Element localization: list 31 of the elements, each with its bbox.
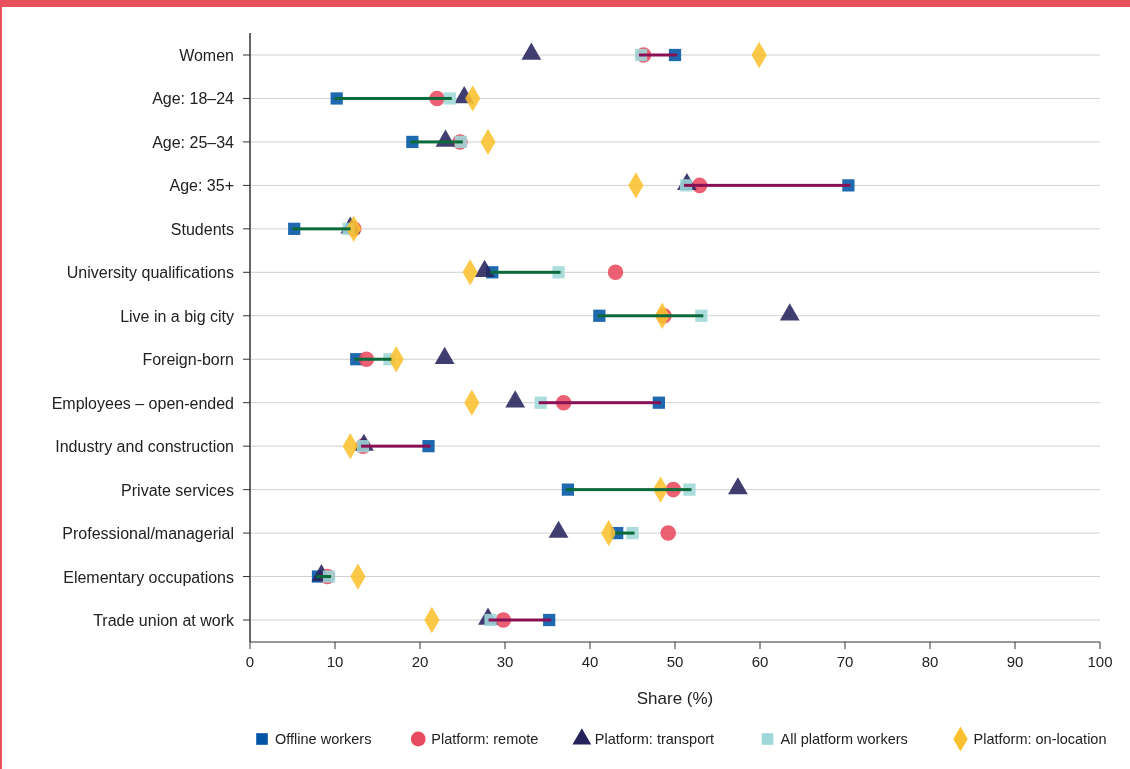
x-tick-label: 100 <box>1087 653 1113 670</box>
legend-label: Offline workers <box>275 731 372 747</box>
x-tick-label: 90 <box>1006 653 1024 670</box>
x-tick-label: 10 <box>326 653 344 670</box>
y-tick-label: Age: 35+ <box>169 177 234 195</box>
x-tick-label: 80 <box>921 653 939 670</box>
y-tick-label: Professional/managerial <box>62 525 234 543</box>
x-tick-label: 40 <box>581 653 599 670</box>
y-tick-label: Private services <box>121 481 234 499</box>
y-tick-label: University qualifications <box>66 264 234 282</box>
x-tick-label: 70 <box>836 653 854 670</box>
y-tick-label: Trade union at work <box>93 612 235 629</box>
legend-label: Platform: remote <box>431 731 539 747</box>
y-tick-label: Industry and construction <box>55 438 234 456</box>
legend-label: All platform workers <box>780 731 908 747</box>
x-tick-label: 60 <box>751 653 769 670</box>
y-tick-label: Age: 18–24 <box>152 90 235 108</box>
x-tick-label: 0 <box>245 653 255 670</box>
y-tick-label: Students <box>170 220 234 238</box>
y-tick-label: Elementary occupations <box>63 568 234 586</box>
legend-label: Platform: transport <box>594 731 715 747</box>
y-tick-label: Employees – open-ended <box>51 394 234 412</box>
x-tick-label: 50 <box>666 653 684 670</box>
y-tick-label: Live in a big city <box>120 307 234 325</box>
legend-label: Platform: on-location <box>973 731 1107 747</box>
x-tick-label: 30 <box>496 653 514 670</box>
y-tick-label: Age: 25–34 <box>152 133 235 151</box>
y-tick-label: Foreign-born <box>142 351 234 369</box>
y-tick-label: Women <box>179 47 234 64</box>
x-axis-title: Share (%) <box>636 689 714 708</box>
x-tick-label: 20 <box>411 653 429 670</box>
